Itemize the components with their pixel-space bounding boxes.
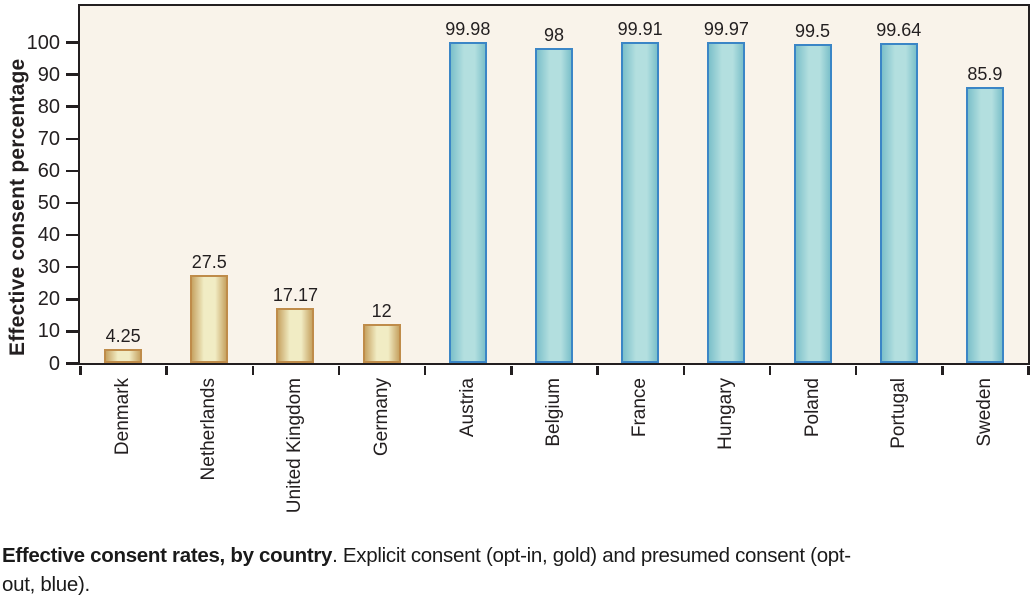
y-tick-mark-0: [66, 362, 78, 365]
y-tick-label-70: 70: [37, 127, 60, 150]
x-cell-belgium: Belgium: [511, 378, 597, 536]
x-axis-label-austria: Austria: [456, 378, 478, 438]
caption-text-line2: out, blue).: [2, 573, 90, 596]
x-cell-poland: Poland: [770, 378, 856, 536]
x-tick-mark-4: [423, 366, 427, 375]
x-tick-mark-10: [941, 366, 944, 375]
x-axis-label-poland: Poland: [801, 378, 823, 438]
bar-value-label-sweden: 85.9: [967, 64, 1003, 85]
bar-portugal: [879, 43, 918, 363]
x-cell-germany: Germany: [339, 378, 425, 536]
x-cell-austria: Austria: [425, 378, 511, 536]
bar-poland: [793, 43, 832, 363]
x-tick-mark-1: [165, 366, 168, 375]
bar-value-label-belgium: 98: [543, 25, 564, 46]
y-tick-mark-90: [66, 73, 78, 76]
bar-value-label-denmark: 4.25: [105, 326, 141, 347]
x-cell-portugal: Portugal: [856, 378, 942, 536]
x-cell-france: France: [597, 378, 683, 536]
y-tick-mark-70: [66, 137, 78, 141]
x-axis-label-portugal: Portugal: [887, 378, 909, 449]
x-tick-mark-7: [682, 366, 686, 375]
y-tick-mark-30: [66, 265, 78, 269]
bar-value-label-austria: 99.98: [445, 19, 491, 40]
x-axis-label-netherlands: Netherlands: [198, 378, 220, 481]
x-tick-mark-3: [337, 366, 341, 375]
bar-belgium: [535, 48, 573, 363]
x-axis-label-germany: Germany: [370, 378, 392, 457]
caption-text-line1: . Explicit consent (opt-in, gold) and pr…: [332, 544, 851, 567]
y-tick-label-20: 20: [37, 288, 60, 311]
bar-austria: [448, 42, 487, 363]
x-axis-label-sweden: Sweden: [973, 378, 995, 447]
y-tick-label-90: 90: [37, 63, 60, 86]
x-cell-hungary: Hungary: [683, 378, 769, 536]
y-tick-label-100: 100: [26, 31, 60, 54]
y-tick-mark-20: [66, 298, 78, 301]
bar-value-label-germany: 12: [371, 301, 392, 322]
x-tick-mark-0: [79, 366, 82, 375]
x-axis-label-hungary: Hungary: [715, 378, 737, 450]
bar-value-label-portugal: 99.64: [876, 20, 922, 41]
y-tick-mark-100: [66, 41, 78, 44]
y-tick-label-50: 50: [37, 192, 60, 214]
x-cell-netherlands: Netherlands: [166, 378, 252, 536]
y-tick-label-0: 0: [48, 352, 60, 375]
x-axis-label-denmark: Denmark: [112, 378, 134, 456]
bar-hungary: [707, 42, 746, 363]
plot-area: 4.25 27.5 17.17 12 99.98 98 99.91 99.97 99.5 99.6…: [78, 4, 1030, 365]
x-tick-mark-11: [1027, 366, 1030, 375]
caption-title: Effective consent rates, by country: [2, 544, 333, 567]
bar-united-kingdom: [276, 307, 315, 363]
x-axis-label-united-kingdom: United Kingdom: [284, 378, 306, 514]
y-tick-label-80: 80: [37, 95, 60, 118]
y-tick-mark-60: [66, 169, 78, 173]
x-tick-mark-6: [596, 366, 599, 375]
bar-france: [621, 42, 660, 363]
bar-sweden: [965, 87, 1004, 363]
x-cell-denmark: Denmark: [80, 378, 166, 536]
bar-netherlands: [190, 274, 229, 363]
x-axis-label-belgium: Belgium: [543, 378, 565, 447]
x-tick-mark-9: [854, 366, 858, 375]
y-tick-mark-50: [66, 201, 78, 205]
bar-value-label-united-kingdom: 17.17: [272, 284, 318, 305]
x-cell-sweden: Sweden: [942, 378, 1028, 536]
x-axis-labels: Denmark Netherlands United Kingdom Germany A…: [80, 378, 1028, 536]
bar-value-label-hungary: 99.97: [703, 19, 749, 40]
x-cell-united-kingdom: United Kingdom: [252, 378, 338, 536]
x-tick-mark-2: [251, 366, 255, 375]
x-tick-mark-5: [510, 366, 513, 375]
bars-layer: 4.25 27.5 17.17 12 99.98 98 99.91 99.97 99.5 99.6…: [80, 6, 1028, 363]
y-tick-label-30: 30: [37, 256, 60, 279]
y-tick-mark-40: [66, 233, 78, 237]
bar-value-label-poland: 99.5: [795, 20, 831, 41]
figure-caption: Effective consent rates, by country. Exp…: [2, 541, 1034, 599]
y-tick-mark-10: [66, 330, 78, 333]
caption-line-1: Effective consent rates, by country. Exp…: [2, 544, 851, 567]
bar-value-label-netherlands: 27.5: [191, 251, 227, 272]
x-axis-label-france: France: [629, 378, 651, 438]
x-tick-mark-8: [768, 366, 772, 375]
bar-germany: [362, 324, 401, 363]
bar-denmark: [104, 349, 143, 363]
y-tick-mark-80: [66, 105, 78, 108]
bar-value-label-france: 99.91: [617, 19, 663, 40]
y-tick-label-60: 60: [37, 159, 60, 182]
y-tick-label-40: 40: [37, 224, 60, 247]
y-tick-label-10: 10: [37, 320, 60, 343]
